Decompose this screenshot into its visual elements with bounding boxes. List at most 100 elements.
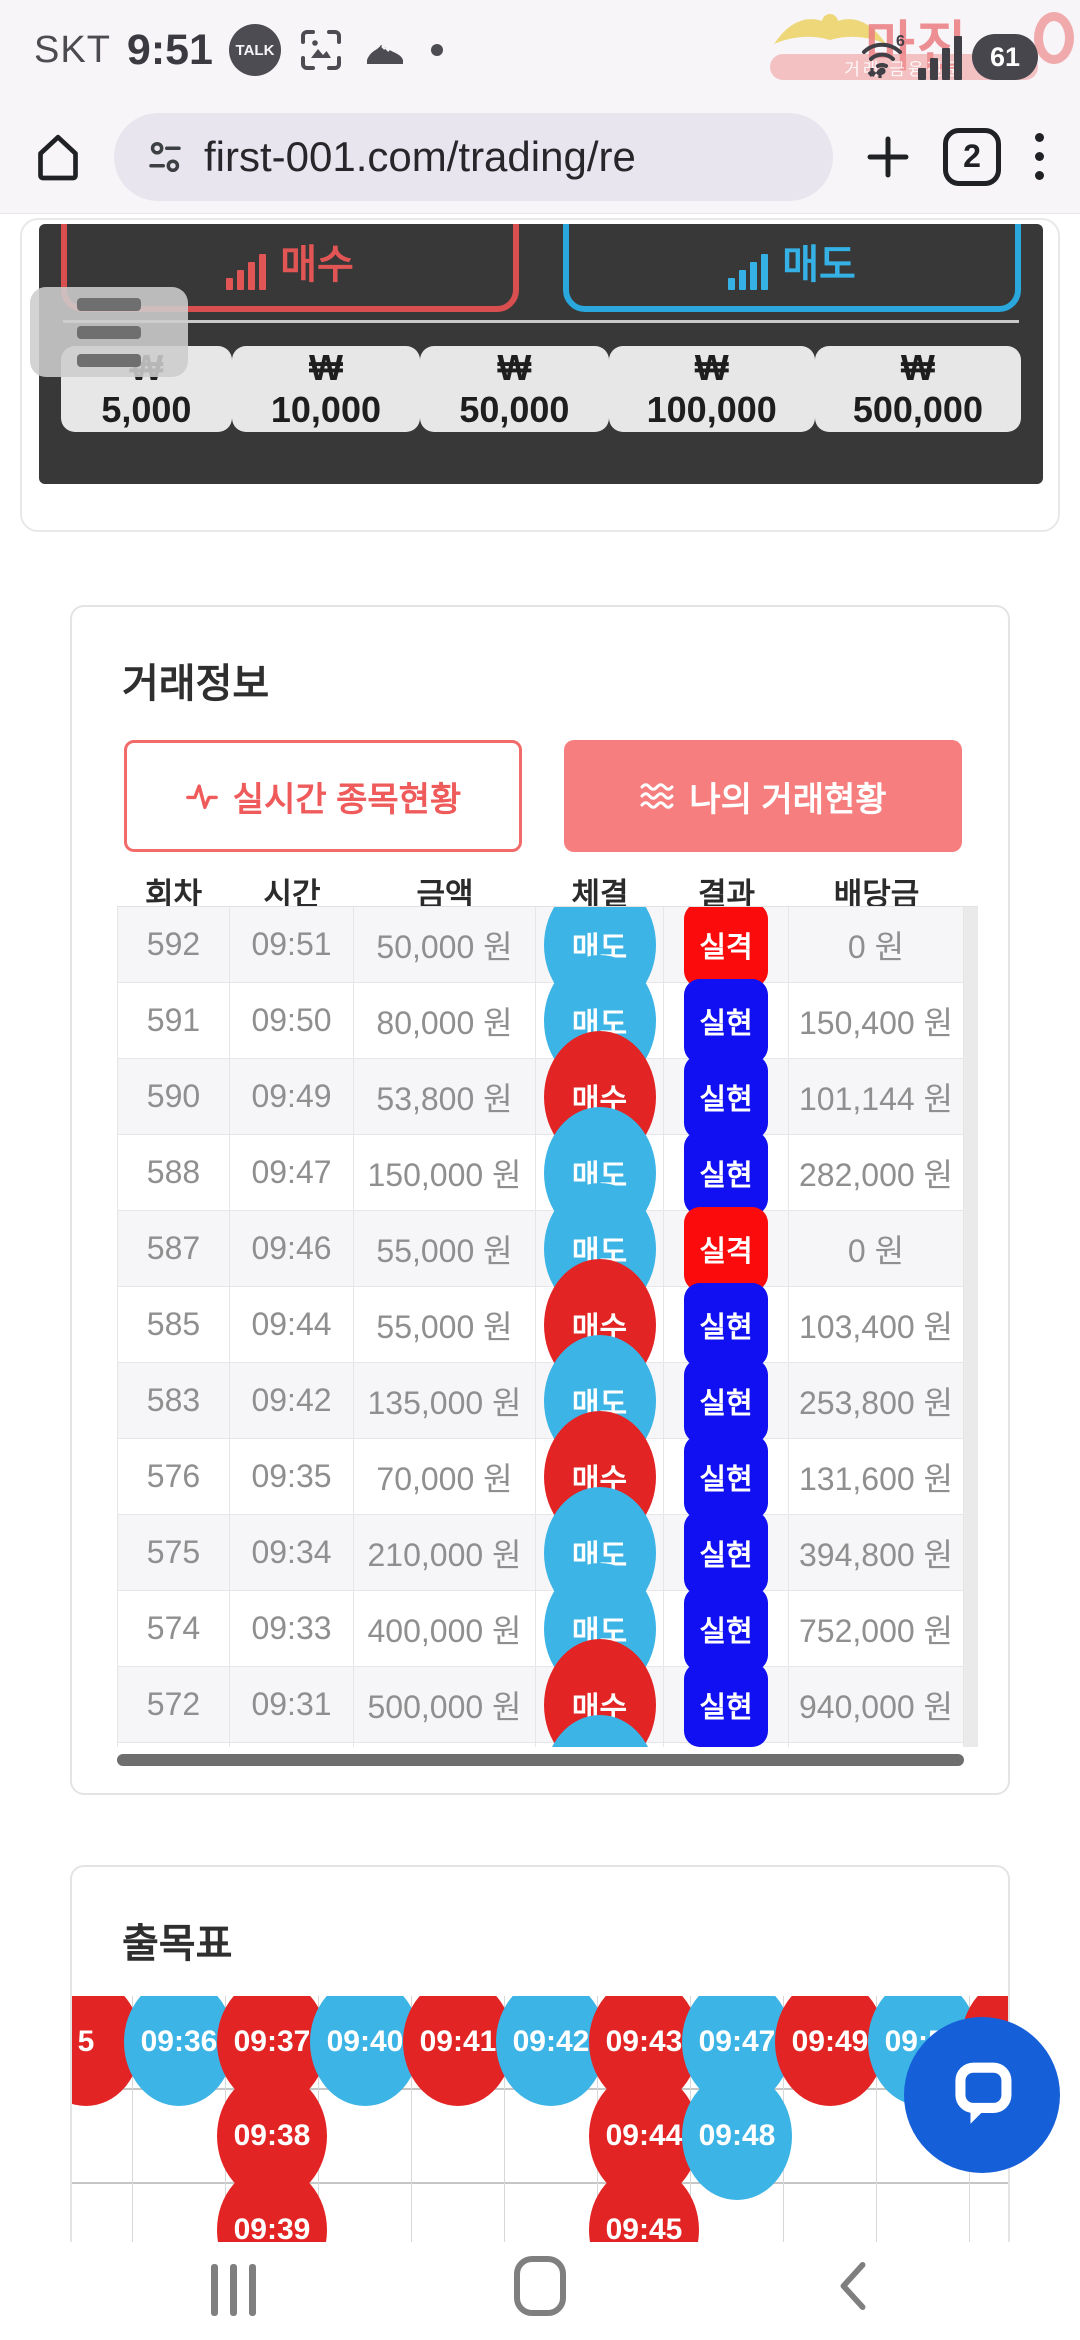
table-row-partial <box>117 1714 978 1747</box>
buy-button-label: 매수 <box>280 243 354 287</box>
cell-round: 587 <box>117 1211 230 1286</box>
status-time: 9:51 <box>126 25 213 74</box>
cell-amount: 70,000 원 <box>354 1439 536 1514</box>
kakaotalk-icon: TALK <box>228 24 281 76</box>
amount-chip-50000[interactable]: ₩ 50,000 <box>420 346 609 432</box>
nav-recents-button[interactable] <box>205 2258 262 2322</box>
road-column: 09:36 <box>124 1996 234 2340</box>
table-row: 587 09:46 55,000 원 매도 실격 0 원 <box>117 1182 978 1315</box>
cell-result: 실현 <box>664 1510 789 1595</box>
cell-payout: 940,000 원 <box>789 1667 964 1742</box>
cell-payout: 282,000 원 <box>789 1135 964 1210</box>
road-ball: 09:49 <box>775 1996 885 2106</box>
table-row: 590 09:49 53,800 원 매수 실현 101,144 원 <box>117 1030 978 1163</box>
road-ball: 09:40 <box>310 1996 420 2106</box>
cell-amount: 400,000 원 <box>354 1591 536 1666</box>
browser-toolbar: first-001.com/trading/re 2 <box>0 100 1080 214</box>
vertical-scrollbar[interactable] <box>964 907 978 1747</box>
svg-text:6: 6 <box>896 33 905 50</box>
cell-round: 588 <box>117 1135 230 1210</box>
nav-home-button[interactable] <box>514 2256 566 2316</box>
realtime-status-button[interactable]: 실시간 종목현황 <box>124 740 522 852</box>
battery-indicator: 61 <box>972 34 1038 80</box>
result-badge: 실격 <box>684 1206 768 1291</box>
result-badge: 실현 <box>684 978 768 1063</box>
hamburger-menu-button[interactable] <box>30 287 188 377</box>
carrier-label: SKT <box>34 28 111 71</box>
table-row: 592 09:51 50,000 원 매도 실격 0 원 <box>117 907 978 1011</box>
cell-payout: 253,800 원 <box>789 1363 964 1438</box>
chat-fab-button[interactable] <box>904 2017 1060 2173</box>
cell-amount: 55,000 원 <box>354 1211 536 1286</box>
cell-amount: 150,000 원 <box>354 1135 536 1210</box>
url-bar[interactable]: first-001.com/trading/re <box>114 112 833 201</box>
cell-time: 09:51 <box>230 907 354 982</box>
cell-result: 실현 <box>664 1054 789 1139</box>
cell-round: 572 <box>117 1667 230 1742</box>
result-badge: 실현 <box>684 1510 768 1595</box>
trade-info-title: 거래정보 <box>122 662 270 706</box>
new-tab-button[interactable] <box>861 130 915 184</box>
screenshot-icon <box>300 30 341 70</box>
result-badge: 실현 <box>684 1358 768 1443</box>
road-column: 09:41 <box>403 1996 513 2340</box>
url-text[interactable]: first-001.com/trading/re <box>204 132 636 180</box>
waves-icon <box>640 783 674 809</box>
cell-round: 590 <box>117 1059 230 1134</box>
cell-time: 09:46 <box>230 1211 354 1286</box>
cell-round: 575 <box>117 1515 230 1590</box>
status-bar: SKT 9:51 TALK 마진 거래 금융전 <box>0 0 1080 100</box>
home-icon[interactable] <box>30 129 86 185</box>
trade-info-card: 거래정보 실시간 종목현황 나의 거래현황 회차 시간 금액 체결 결과 배당금 <box>70 605 1010 1795</box>
menu-kebab-icon[interactable] <box>1029 127 1050 186</box>
cell-round: 585 <box>117 1287 230 1362</box>
cell-amount: 50,000 원 <box>354 907 536 982</box>
buy-button[interactable]: 매수 <box>61 224 519 312</box>
result-badge: 실현 <box>684 1054 768 1139</box>
horizontal-scrollbar[interactable] <box>117 1754 964 1766</box>
watermark-wing-icon <box>774 14 886 44</box>
result-badge: 실현 <box>684 1130 768 1215</box>
road-column: 09:49 <box>775 1996 885 2340</box>
cell-round: 591 <box>117 983 230 1058</box>
sell-button[interactable]: 매도 <box>563 224 1021 312</box>
cell-amount: 55,000 원 <box>354 1287 536 1362</box>
tab-switcher-button[interactable]: 2 <box>943 127 1001 186</box>
shoe-icon <box>366 45 403 64</box>
road-column: 09:43 09:44 09:45 <box>589 1996 699 2340</box>
cell-time: 09:31 <box>230 1667 354 1742</box>
notification-dot-icon <box>430 44 443 56</box>
my-trades-button[interactable]: 나의 거래현황 <box>564 740 962 852</box>
site-settings-icon[interactable] <box>144 136 186 178</box>
sell-button-label: 매도 <box>782 243 856 287</box>
cell-result: 실현 <box>664 1434 789 1519</box>
road-ball: 09:36 <box>124 1996 234 2106</box>
cell-result: 실현 <box>664 1130 789 1215</box>
trade-table: 592 09:51 50,000 원 매도 실격 0 원 591 09:50 8… <box>117 906 978 1747</box>
cell-payout: 0 원 <box>789 1211 964 1286</box>
cell-round: 592 <box>117 907 230 982</box>
road-ball: 09:42 <box>496 1996 606 2106</box>
order-panel-card: 매수 매도 ₩ 5,000 ₩ 10,000 ₩ 50,000 ₩ 100,00… <box>20 218 1060 532</box>
realtime-status-label: 실시간 종목현황 <box>232 780 462 819</box>
amount-chip-500000[interactable]: ₩ 500,000 <box>814 346 1021 432</box>
cell-result: 실현 <box>664 978 789 1063</box>
nav-back-button[interactable] <box>830 2258 876 2317</box>
cell-result: 실현 <box>664 1586 789 1671</box>
table-row: 591 09:50 80,000 원 매도 실현 150,400 원 <box>117 954 978 1087</box>
cell-amount: 500,000 원 <box>354 1667 536 1742</box>
table-row: 585 09:44 55,000 원 매수 실현 103,400 원 <box>117 1258 978 1391</box>
cell-time: 09:44 <box>230 1287 354 1362</box>
cell-time: 09:35 <box>230 1439 354 1514</box>
signal-bars-icon <box>918 36 962 80</box>
cell-amount: 210,000 원 <box>354 1515 536 1590</box>
road-column: 09:40 <box>310 1996 420 2340</box>
cell-round: 576 <box>117 1439 230 1514</box>
watermark-swoosh <box>1034 12 1074 64</box>
cell-round: 583 <box>117 1363 230 1438</box>
road-ball: 09:41 <box>403 1996 513 2106</box>
amount-chip-100000[interactable]: ₩ 100,000 <box>608 346 815 432</box>
result-badge: 실현 <box>684 1434 768 1519</box>
chat-bubble-icon <box>955 2062 1012 2124</box>
amount-chip-10000[interactable]: ₩ 10,000 <box>231 346 421 432</box>
